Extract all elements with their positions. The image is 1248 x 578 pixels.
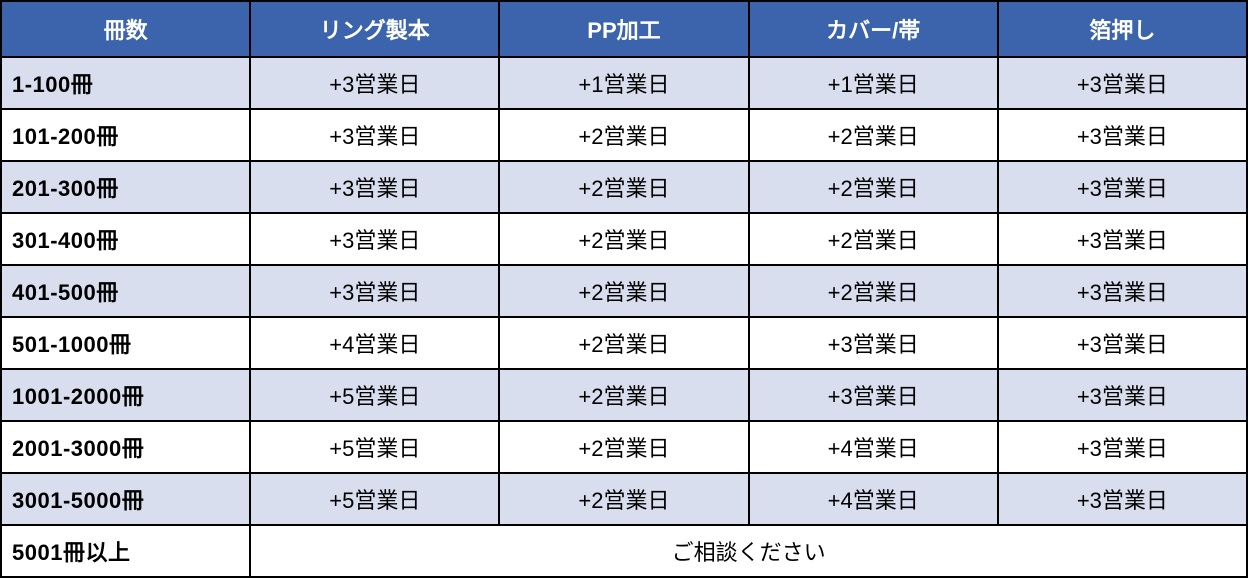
table-cell: +3営業日 [998,369,1247,421]
table-cell: +3営業日 [250,161,499,213]
table-row: 3001-5000冊+5営業日+2営業日+4営業日+3営業日 [1,473,1247,525]
row-quantity-label: 1001-2000冊 [1,369,250,421]
table-cell: +2営業日 [499,265,748,317]
production-days-table-container: 冊数 リング製本 PP加工 カバー/帯 箔押し 1-100冊+3営業日+1営業日… [0,0,1248,578]
merged-contact-cell: ご相談ください [250,525,1247,577]
row-quantity-label: 101-200冊 [1,109,250,161]
table-row: 201-300冊+3営業日+2営業日+2営業日+3営業日 [1,161,1247,213]
production-days-table: 冊数 リング製本 PP加工 カバー/帯 箔押し 1-100冊+3営業日+1営業日… [0,0,1248,578]
table-row: 401-500冊+3営業日+2営業日+2営業日+3営業日 [1,265,1247,317]
table-cell: +5営業日 [250,473,499,525]
table-cell: +3営業日 [998,473,1247,525]
row-quantity-label: 301-400冊 [1,213,250,265]
table-cell: +3営業日 [998,317,1247,369]
table-cell: +2営業日 [499,369,748,421]
table-cell: +5営業日 [250,369,499,421]
header-foil: 箔押し [998,1,1247,57]
table-cell: +3営業日 [998,57,1247,109]
table-cell: +2営業日 [499,109,748,161]
header-ring: リング製本 [250,1,499,57]
table-cell: +2営業日 [499,473,748,525]
table-cell: +3営業日 [749,369,998,421]
row-quantity-label: 201-300冊 [1,161,250,213]
table-cell: +3営業日 [250,57,499,109]
table-cell: +2営業日 [499,317,748,369]
table-cell: +3営業日 [998,421,1247,473]
row-quantity-label: 2001-3000冊 [1,421,250,473]
table-row: 1001-2000冊+5営業日+2営業日+3営業日+3営業日 [1,369,1247,421]
table-cell: +3営業日 [998,213,1247,265]
table-row: 1-100冊+3営業日+1営業日+1営業日+3営業日 [1,57,1247,109]
row-quantity-label: 501-1000冊 [1,317,250,369]
table-cell: +4営業日 [749,473,998,525]
table-row: 301-400冊+3営業日+2営業日+2営業日+3営業日 [1,213,1247,265]
table-cell: +2営業日 [499,421,748,473]
header-row: 冊数 リング製本 PP加工 カバー/帯 箔押し [1,1,1247,57]
table-cell: +3営業日 [749,317,998,369]
table-cell: +2営業日 [499,213,748,265]
table-cell: +1営業日 [499,57,748,109]
table-cell: +4営業日 [250,317,499,369]
table-cell: +2営業日 [749,109,998,161]
header-quantity: 冊数 [1,1,250,57]
table-cell: +2営業日 [749,213,998,265]
table-row-last: 5001冊以上ご相談ください [1,525,1247,577]
table-cell: +3営業日 [998,109,1247,161]
row-quantity-label: 401-500冊 [1,265,250,317]
table-cell: +3営業日 [250,213,499,265]
table-cell: +3営業日 [250,109,499,161]
table-cell: +2営業日 [749,265,998,317]
table-body: 1-100冊+3営業日+1営業日+1営業日+3営業日101-200冊+3営業日+… [1,57,1247,577]
row-quantity-label: 5001冊以上 [1,525,250,577]
header-cover: カバー/帯 [749,1,998,57]
row-quantity-label: 1-100冊 [1,57,250,109]
table-cell: +3営業日 [250,265,499,317]
table-cell: +1営業日 [749,57,998,109]
row-quantity-label: 3001-5000冊 [1,473,250,525]
table-cell: +2営業日 [499,161,748,213]
table-cell: +4営業日 [749,421,998,473]
table-cell: +3営業日 [998,265,1247,317]
table-row: 501-1000冊+4営業日+2営業日+3営業日+3営業日 [1,317,1247,369]
table-row: 2001-3000冊+5営業日+2営業日+4営業日+3営業日 [1,421,1247,473]
table-cell: +5営業日 [250,421,499,473]
table-row: 101-200冊+3営業日+2営業日+2営業日+3営業日 [1,109,1247,161]
table-cell: +3営業日 [998,161,1247,213]
table-cell: +2営業日 [749,161,998,213]
header-pp: PP加工 [499,1,748,57]
